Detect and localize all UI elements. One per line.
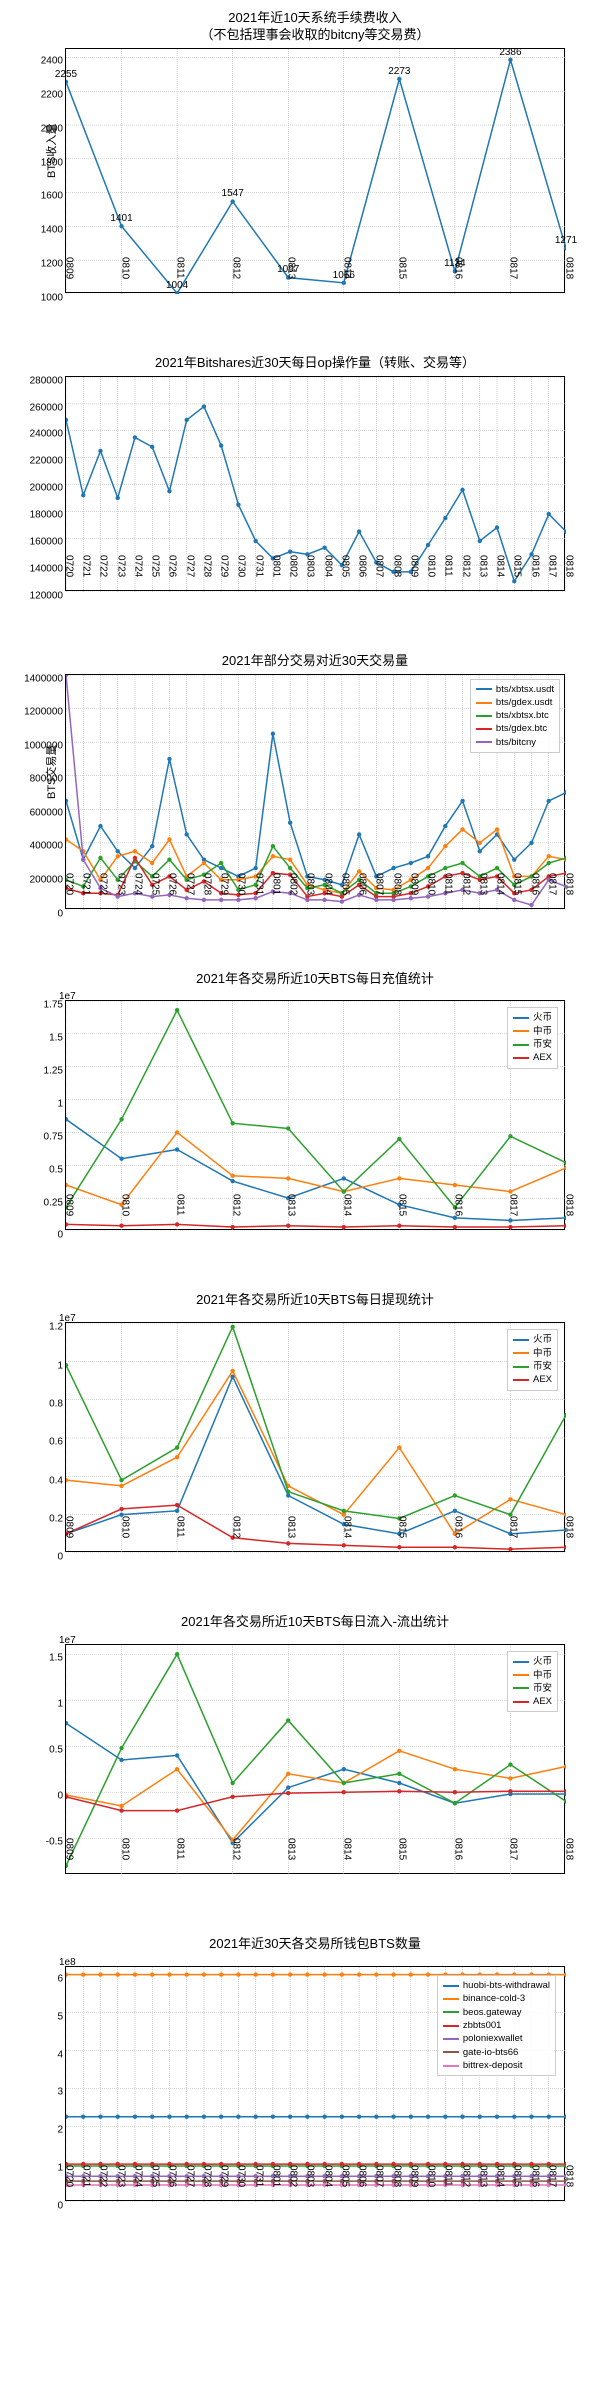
y-ticks: 10001200140016001800200022002400 [18,49,63,292]
chart-title: 2021年近30天各交易所钱包BTS数量 [65,1936,565,1953]
legend-item: 火币 [513,1333,552,1346]
y-ticks: -0.500.511.5 [18,1645,63,1873]
x-ticks: 0809081008110812081308140815081608170818 [66,1194,564,1234]
legend-item: 币安 [513,1360,552,1373]
chart-deposit: 2021年各交易所近10天BTS每日充值统计1e700.250.50.7511.… [65,971,565,1273]
y-ticks: 0123456 [18,1967,63,2200]
plot-area: 1200001400001600001800002000002200002400… [65,376,565,591]
chart-netflow: 2021年各交易所近10天BTS每日流入-流出统计1e7-0.500.511.5… [65,1614,565,1916]
legend-item: zbbts001 [443,2019,550,2032]
legend-item: bts/gdex.btc [476,722,554,735]
y-ticks: 00.250.50.7511.251.51.75 [18,1001,63,1229]
x-ticks: 0809081008110812081308140815081608170818 [66,1516,564,1556]
plot-area: 00.250.50.7511.251.51.750809081008110812… [65,1000,565,1230]
legend-item: bittrex-deposit [443,2059,550,2072]
x-ticks: 0720072107220723072407250726072707280729… [66,2165,564,2205]
legend-item: 币安 [513,1682,552,1695]
chart-title: 2021年各交易所近10天BTS每日充值统计 [65,971,565,988]
legend-item: 中币 [513,1347,552,1360]
legend-item: 火币 [513,1011,552,1024]
legend: huobi-bts-withdrawalbinance-cold-3beos.g… [437,1975,556,2076]
legend-item: bts/bitcny [476,736,554,749]
legend-item: AEX [513,1373,552,1386]
point-label: 1401 [110,213,132,224]
chart-op-volume: 2021年Bitshares近30天每日op操作量（转账、交易等） 1200001… [65,355,565,633]
point-label: 2386 [499,47,521,58]
chart-wallet-balance: 2021年近30天各交易所钱包BTS数量1e801234560720072107… [65,1936,565,2243]
legend-item: bts/gdex.usdt [476,696,554,709]
legend: 火币中币币安AEX [507,1329,558,1390]
legend-item: binance-cold-3 [443,1992,550,2005]
chart-pair-volume: 2021年部分交易对近30天交易量 BTS交易量02000004000006000… [65,653,565,951]
legend-item: bts/xbtsx.btc [476,709,554,722]
point-label: 2273 [388,66,410,77]
chart-fee-income: 2021年近10天系统手续费收入（不包括理事会收取的bitcny等交易费） BTS… [65,10,565,335]
legend-item: poloniexwallet [443,2032,550,2045]
plot-area: 0123456072007210722072307240725072607270… [65,1966,565,2201]
y-ticks: 0200000400000600000800000100000012000001… [18,675,63,908]
point-label: 2255 [55,69,77,80]
chart-title: 2021年各交易所近10天BTS每日提现统计 [65,1292,565,1309]
legend-item: AEX [513,1051,552,1064]
chart-title: 2021年近10天系统手续费收入（不包括理事会收取的bitcny等交易费） [65,10,565,44]
x-ticks: 0809081008110812081308140815081608170818 [66,1838,564,1878]
chart-title: 2021年Bitshares近30天每日op操作量（转账、交易等） [65,355,565,372]
y-ticks: 1200001400001600001800002000002200002400… [18,377,63,590]
legend-item: beos.gateway [443,2006,550,2019]
legend: bts/xbtsx.usdtbts/gdex.usdtbts/xbtsx.btc… [470,679,560,753]
y-ticks: 00.20.40.60.811.2 [18,1323,63,1551]
legend: 火币中币币安AEX [507,1651,558,1712]
point-label: 1547 [222,188,244,199]
legend-item: bts/xbtsx.usdt [476,683,554,696]
point-label: 1271 [555,235,577,246]
x-ticks: 0809081008110812081308140815081608170818 [66,257,564,297]
chart-title: 2021年各交易所近10天BTS每日流入-流出统计 [65,1614,565,1631]
legend-item: 中币 [513,1025,552,1038]
chart-withdraw: 2021年各交易所近10天BTS每日提现统计1e700.20.40.60.811… [65,1292,565,1594]
x-ticks: 0720072107220723072407250726072707280729… [66,873,564,913]
chart-title: 2021年部分交易对近30天交易量 [65,653,565,670]
legend-item: 币安 [513,1038,552,1051]
x-ticks: 0720072107220723072407250726072707280729… [66,555,564,595]
plot-area: -0.500.511.50809081008110812081308140815… [65,1644,565,1874]
plot-area: BTS收入量1000120014001600180020002200240022… [65,48,565,293]
legend-item: 火币 [513,1655,552,1668]
plot-area: 00.20.40.60.811.208090810081108120813081… [65,1322,565,1552]
legend-item: huobi-bts-withdrawal [443,1979,550,1992]
plot-area: BTS交易量0200000400000600000800000100000012… [65,674,565,909]
legend: 火币中币币安AEX [507,1007,558,1068]
legend-item: 中币 [513,1669,552,1682]
legend-item: AEX [513,1695,552,1708]
legend-item: gate-io-bts66 [443,2046,550,2059]
